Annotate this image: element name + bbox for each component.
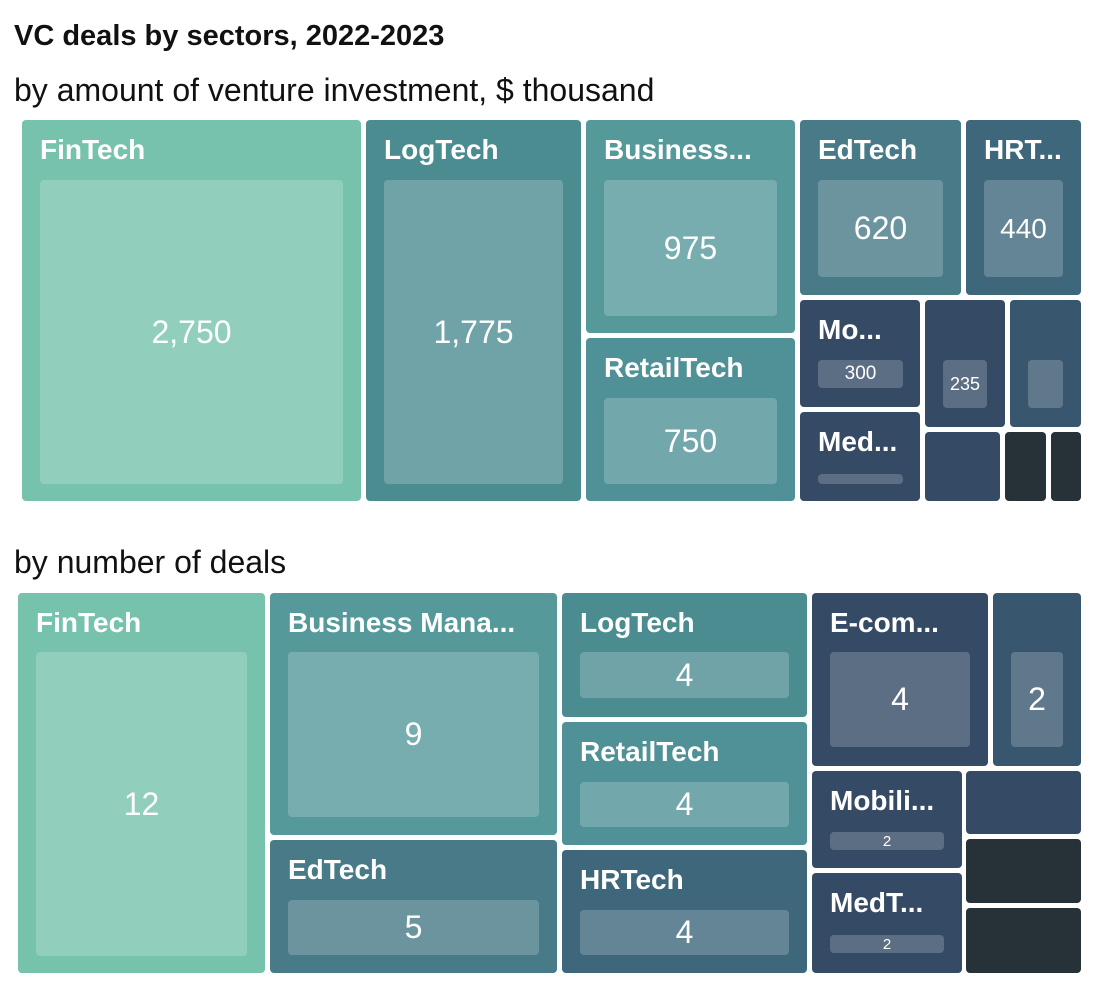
treemap-tile[interactable] — [1051, 432, 1081, 501]
treemap-tile[interactable] — [1005, 432, 1046, 501]
tile-value: 2 — [830, 832, 944, 850]
tile-label: RetailTech — [604, 352, 744, 383]
tile-value: 300 — [818, 360, 903, 388]
tile-label: HRTech — [580, 864, 684, 895]
tile-value: 2,750 — [40, 180, 343, 484]
chart-subtitle-investment: by amount of venture investment, $ thous… — [14, 72, 655, 108]
tile-value: 12 — [36, 652, 247, 956]
treemap-tile[interactable]: HRTech 4 — [562, 850, 807, 973]
tile-label: HRT... — [984, 134, 1062, 165]
tile-label: E-com... — [830, 607, 939, 638]
tile-label: FinTech — [36, 607, 142, 638]
tile-value: 1,775 — [384, 180, 563, 484]
tile-label: EdTech — [818, 134, 918, 165]
treemap-tile[interactable]: RetailTech 4 — [562, 722, 807, 845]
treemap-tile[interactable]: Business Mana... 9 — [270, 593, 557, 835]
tile-value: 2 — [1011, 652, 1063, 747]
treemap-tile[interactable]: RetailTech 750 — [586, 338, 795, 501]
treemap-tile[interactable]: LogTech 4 — [562, 593, 807, 717]
treemap-tile[interactable] — [966, 908, 1081, 973]
tile-value: 2 — [830, 935, 944, 953]
tile-label: Mo... — [818, 314, 882, 345]
tile-value — [818, 474, 903, 484]
tile-value: 4 — [580, 910, 789, 955]
treemap-tile[interactable]: HRT... 440 — [966, 120, 1081, 295]
treemap-tile[interactable]: Med... — [800, 412, 920, 501]
chart-title: VC deals by sectors, 2022-2023 — [14, 20, 445, 52]
treemap-tile[interactable]: Mo... 300 — [800, 300, 920, 407]
treemap-tile[interactable] — [1010, 300, 1081, 427]
tile-label: Business Mana... — [288, 607, 516, 638]
treemap-tile[interactable]: FinTech 2,750 — [22, 120, 361, 501]
tile-value: 235 — [943, 360, 987, 408]
treemap-tile[interactable] — [966, 771, 1081, 834]
tile-value: 4 — [580, 652, 789, 698]
tile-value — [1028, 360, 1063, 408]
tile-value: 750 — [604, 398, 777, 484]
treemap-tile[interactable] — [925, 432, 1000, 501]
tile-label: MedT... — [830, 887, 924, 918]
tile-value: 4 — [580, 782, 789, 827]
tile-label: LogTech — [384, 134, 499, 165]
tile-label: Business... — [604, 134, 752, 165]
tile-value: 975 — [604, 180, 777, 316]
tile-value: 9 — [288, 652, 539, 817]
treemap-tile[interactable] — [966, 839, 1081, 903]
treemap-tile[interactable]: EdTech 620 — [800, 120, 961, 295]
tile-label: EdTech — [288, 854, 388, 885]
treemap-tile[interactable]: EdTech 5 — [270, 840, 557, 973]
tile-label: RetailTech — [580, 736, 720, 767]
treemap-tile[interactable]: 235 — [925, 300, 1005, 427]
tile-label: Med... — [818, 426, 898, 457]
treemap-tile[interactable]: Business... 975 — [586, 120, 795, 333]
treemap-tile[interactable]: LogTech 1,775 — [366, 120, 581, 501]
tile-label: FinTech — [40, 134, 146, 165]
treemap-tile[interactable]: 2 — [993, 593, 1081, 766]
chart-subtitle-deals: by number of deals — [14, 544, 287, 580]
treemap-tile[interactable]: E-com... 4 — [812, 593, 988, 766]
tile-label: Mobili... — [830, 785, 935, 816]
tile-value: 440 — [984, 180, 1063, 277]
treemap-tile[interactable]: FinTech 12 — [18, 593, 265, 973]
treemap-tile[interactable]: Mobili... 2 — [812, 771, 962, 868]
tile-value: 5 — [288, 900, 539, 955]
tile-label: LogTech — [580, 607, 695, 638]
tile-value: 620 — [818, 180, 943, 277]
tile-value: 4 — [830, 652, 970, 747]
treemap-tile[interactable]: MedT... 2 — [812, 873, 962, 973]
